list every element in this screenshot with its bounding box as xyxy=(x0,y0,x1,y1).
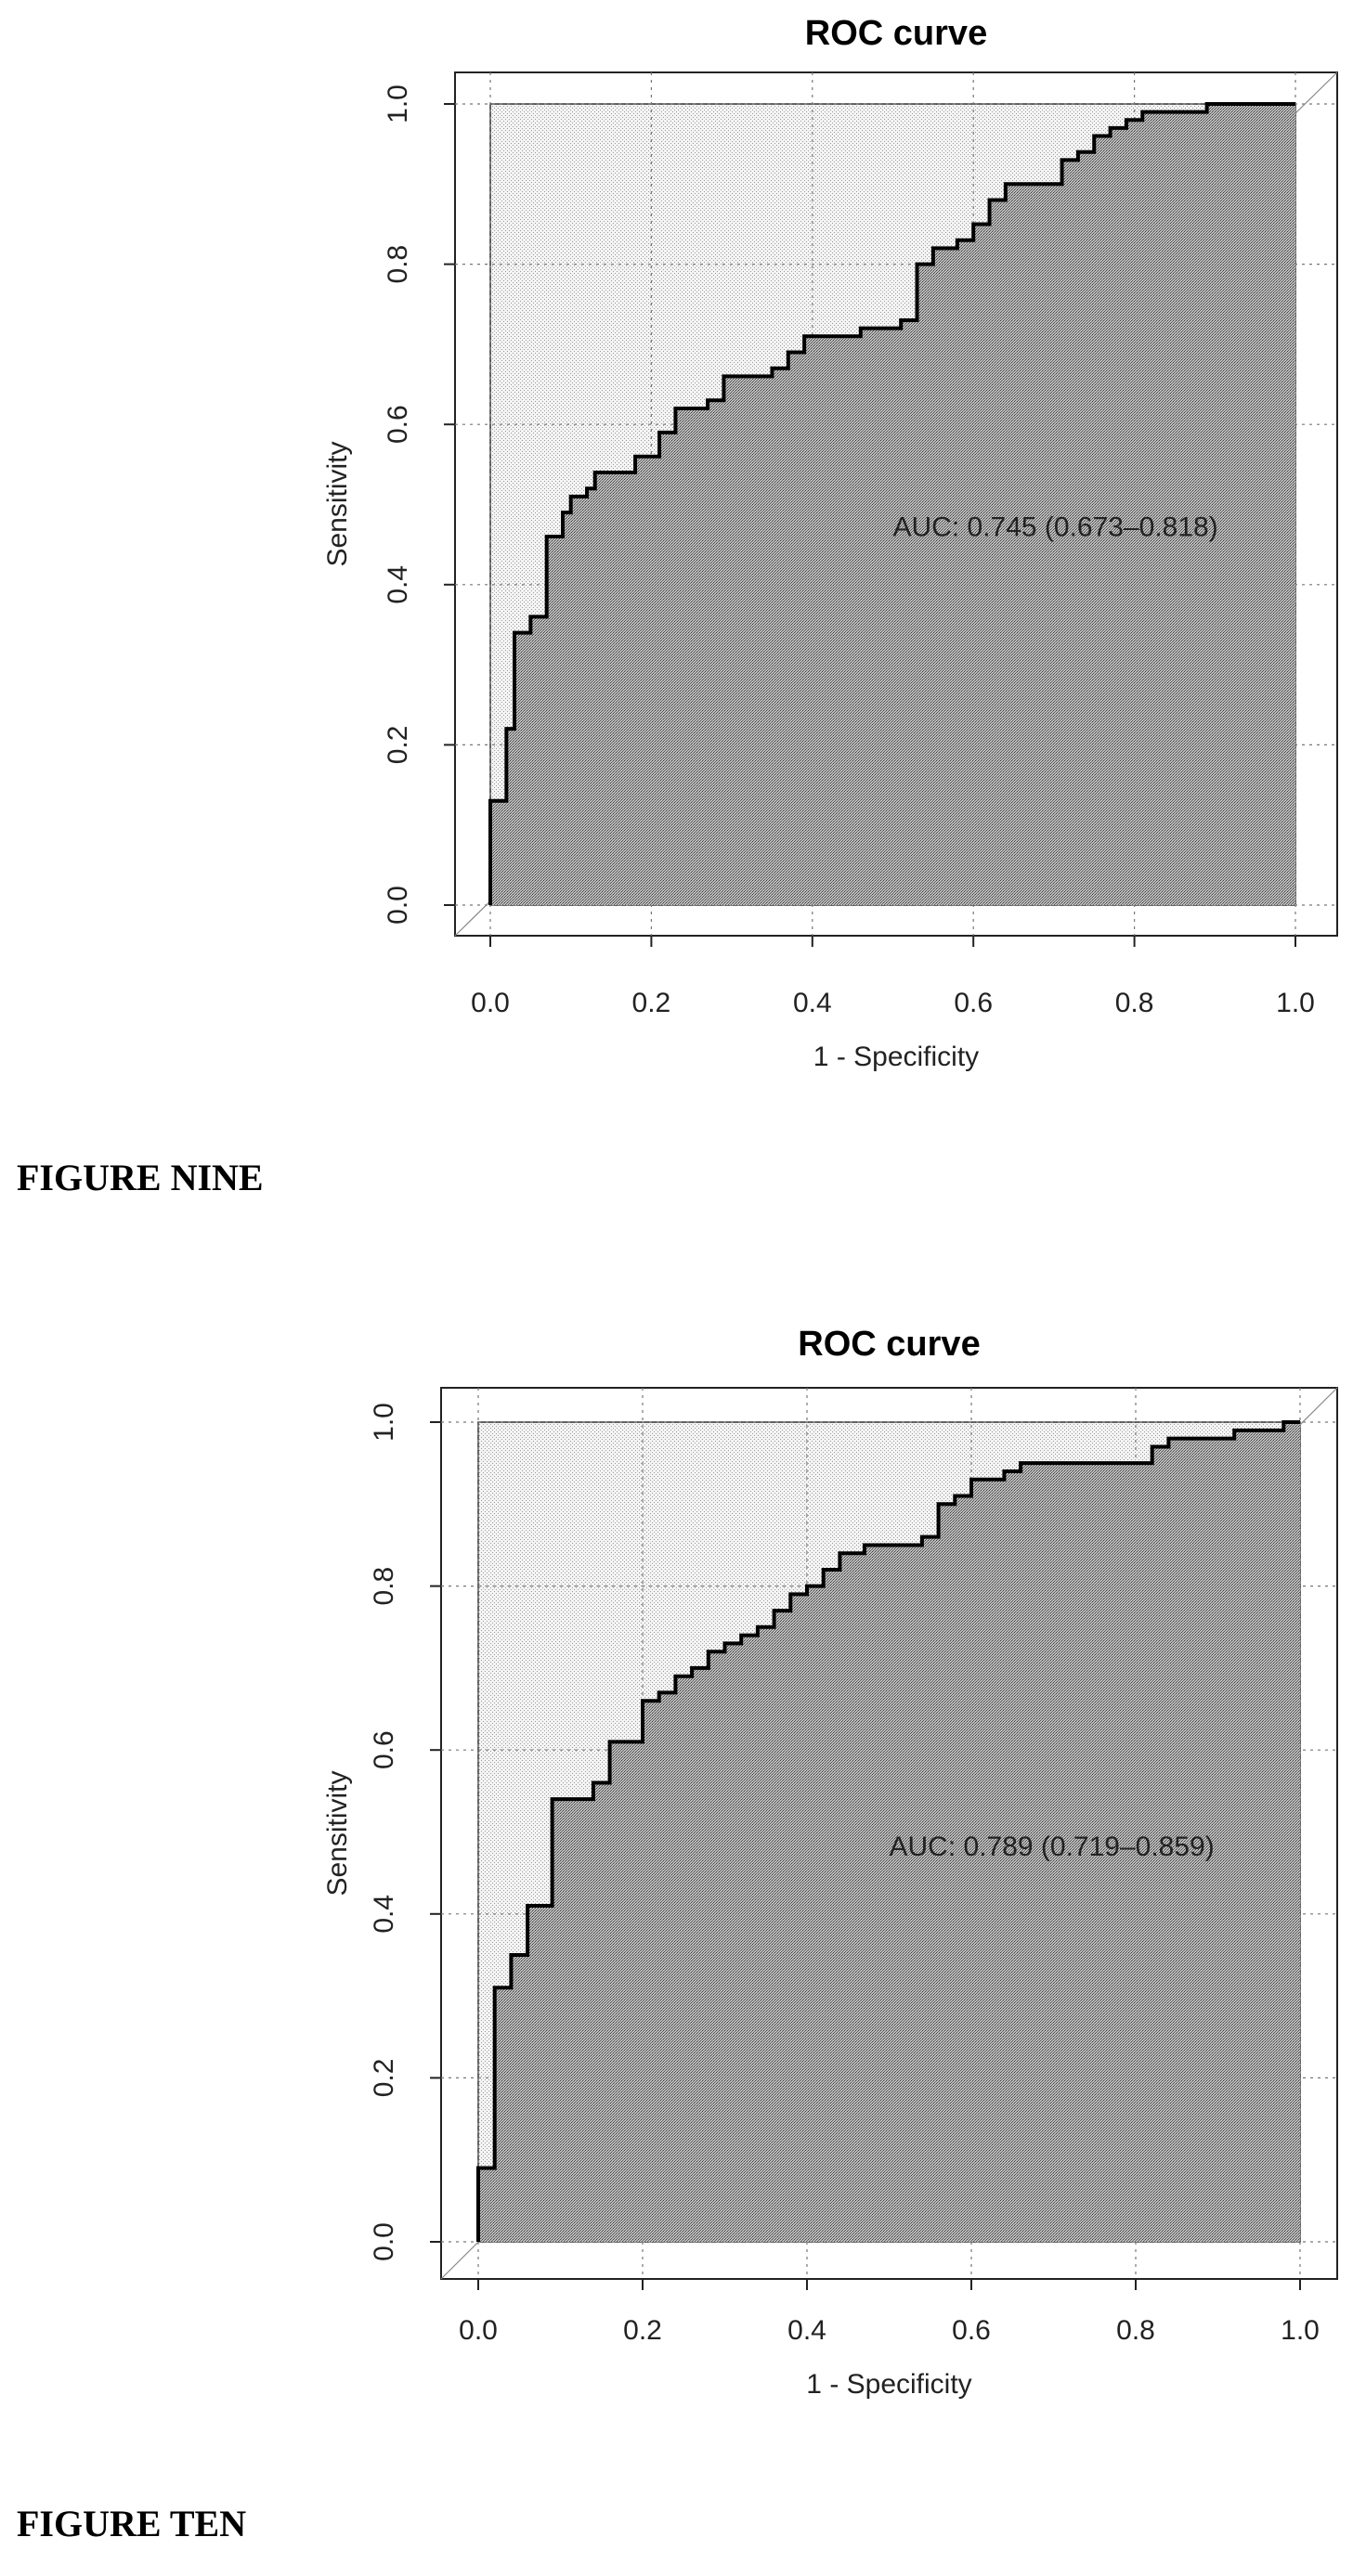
y-tick-label: 1.0 xyxy=(369,1403,399,1442)
auc-annotation: AUC: 0.745 (0.673–0.818) xyxy=(893,511,1218,542)
y-tick-label: 0.8 xyxy=(369,1567,399,1606)
chart-title: ROC curve xyxy=(805,14,987,53)
y-tick-label: 0.6 xyxy=(369,1730,399,1769)
figure-nine-label: FIGURE NINE xyxy=(17,1157,264,1198)
y-tick-label: 0.2 xyxy=(369,2059,399,2098)
y-tick-label: 0.8 xyxy=(383,245,413,284)
x-tick-label: 1.0 xyxy=(1276,988,1315,1018)
y-tick-label: 0.4 xyxy=(383,565,413,604)
y-tick-label: 0.6 xyxy=(383,405,413,444)
roc-curve-line xyxy=(488,102,1295,905)
figure-ten-label: FIGURE TEN xyxy=(17,2503,247,2544)
y-tick-label: 1.0 xyxy=(383,84,413,123)
y-tick-label: 0.0 xyxy=(369,2222,399,2261)
x-axis-label: 1 - Specificity xyxy=(806,2369,971,2400)
x-tick-label: 0.6 xyxy=(952,2315,991,2346)
y-tick-label: 0.0 xyxy=(383,886,413,925)
x-tick-label: 0.4 xyxy=(793,988,832,1018)
roc-figure-ten: 0.0 0.2 0.4 0.6 0.8 1.0 0.0 0.2 0.4 0.6 0.8 1.0 ROC … xyxy=(0,1309,1353,2469)
y-tick-label: 0.4 xyxy=(369,1895,399,1934)
roc-figure-nine: 0.0 0.2 0.4 0.6 0.8 1.0 0.0 0.2 0.4 0.6 0.8 1.0 ROC … xyxy=(0,0,1353,1142)
plot-frame xyxy=(440,1387,1338,2280)
x-tick-label: 0.8 xyxy=(1115,988,1154,1018)
auc-annotation: AUC: 0.789 (0.719–0.859) xyxy=(890,1832,1215,1862)
x-tick-label: 0.0 xyxy=(459,2315,498,2346)
x-tick-label: 0.0 xyxy=(471,988,510,1018)
y-tick-label: 0.2 xyxy=(383,726,413,765)
x-axis-label: 1 - Specificity xyxy=(813,1042,979,1072)
x-tick-label: 0.8 xyxy=(1116,2315,1155,2346)
roc-curve-line xyxy=(476,1420,1300,2242)
auc-area xyxy=(478,1422,1300,2242)
plot-frame xyxy=(454,71,1338,937)
roc-chart-nine: 0.0 0.2 0.4 0.6 0.8 1.0 0.0 0.2 0.4 0.6 0.8 1.0 ROC … xyxy=(322,14,1338,1072)
x-tick-label: 0.4 xyxy=(787,2315,826,2346)
x-tick-label: 0.6 xyxy=(954,988,993,1018)
auc-area xyxy=(490,104,1295,905)
x-tick-label: 0.2 xyxy=(623,2315,662,2346)
chart-title: ROC curve xyxy=(798,1325,980,1364)
roc-chart-ten: 0.0 0.2 0.4 0.6 0.8 1.0 0.0 0.2 0.4 0.6 0.8 1.0 ROC … xyxy=(322,1325,1338,2400)
x-tick-label: 1.0 xyxy=(1281,2315,1320,2346)
y-axis-label: Sensitivity xyxy=(322,441,353,566)
x-tick-label: 0.2 xyxy=(632,988,671,1018)
y-axis-label: Sensitivity xyxy=(322,1770,353,1896)
